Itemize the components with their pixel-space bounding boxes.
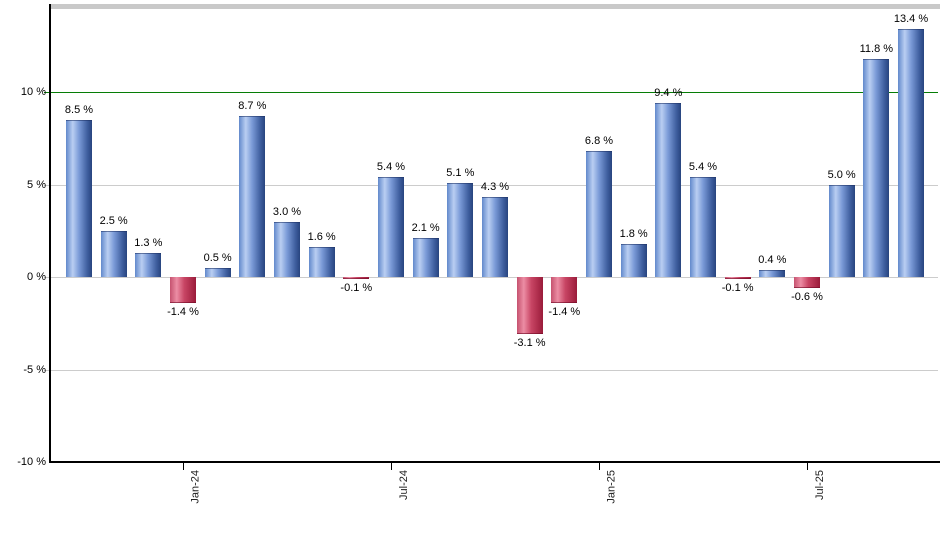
bar-value-label: 8.7 %: [238, 100, 267, 113]
bar-value-label: 1.3 %: [134, 236, 163, 249]
bar-negative[interactable]: [551, 277, 578, 303]
bar-value-label: 5.4 %: [688, 161, 718, 174]
x-axis-line: [49, 461, 940, 463]
bar-value-label: 6.8 %: [584, 135, 614, 148]
bar-value-label: 8.5 %: [64, 103, 94, 116]
chart-top-border: [49, 4, 940, 9]
y-axis-tick-label: 10 %: [20, 86, 46, 98]
bar-positive[interactable]: [412, 238, 439, 277]
bar-value-label: 5.4 %: [376, 161, 406, 174]
bar-value-label: -0.6 %: [791, 291, 823, 304]
bar-positive[interactable]: [828, 184, 855, 277]
x-axis-tick: [391, 463, 392, 470]
bar-positive[interactable]: [863, 58, 890, 277]
bar-negative[interactable]: [170, 277, 196, 303]
bar-positive[interactable]: [274, 221, 300, 277]
x-axis-tick-label: Jan-25: [605, 470, 618, 504]
bar-positive[interactable]: [898, 29, 924, 277]
x-axis-tick: [183, 463, 184, 470]
bar-negative[interactable]: [516, 277, 543, 335]
bar-negative[interactable]: [343, 277, 370, 279]
reference-line: [44, 91, 938, 93]
y-axis-tick-label: 5 %: [27, 178, 46, 191]
bar-positive[interactable]: [620, 243, 647, 277]
bar-value-label: 3.0 %: [272, 205, 302, 218]
bar-positive[interactable]: [690, 177, 716, 277]
bar-negative[interactable]: [724, 277, 751, 279]
y-axis-tick-label: -5 %: [23, 363, 46, 376]
bar-positive[interactable]: [447, 182, 474, 277]
bar-value-label: 11.8 %: [859, 42, 894, 55]
bar-value-label: 2.1 %: [411, 222, 440, 235]
bar-value-label: 2.5 %: [99, 214, 128, 227]
x-axis-tick-label: Jul-24: [397, 470, 410, 500]
bar-positive[interactable]: [482, 197, 508, 277]
bar-value-label: 1.6 %: [307, 231, 336, 244]
bar-value-label: -0.1 %: [340, 281, 373, 294]
bar-value-label: -3.1 %: [513, 337, 546, 350]
bar-value-label: 4.3 %: [480, 181, 510, 194]
bar-value-label: -1.4 %: [167, 305, 199, 318]
bar-positive[interactable]: [378, 177, 404, 277]
bar-positive[interactable]: [655, 103, 682, 277]
x-axis-tick: [599, 463, 600, 470]
y-axis-tick-label: 0 %: [27, 271, 46, 283]
y-axis-line: [49, 4, 51, 463]
bar-value-label: -1.4 %: [548, 305, 581, 318]
bar-positive[interactable]: [100, 230, 127, 277]
bar-value-label: 9.4 %: [654, 87, 683, 100]
y-axis-tick-label: -10 %: [17, 456, 46, 468]
x-axis-tick-label: Jul-25: [813, 470, 826, 500]
bar-positive[interactable]: [204, 267, 231, 277]
x-axis-tick-label: Jan-24: [189, 470, 202, 504]
gridline: [44, 277, 938, 278]
x-axis-tick: [807, 463, 808, 470]
bar-positive[interactable]: [759, 269, 786, 277]
bar-value-label: 1.8 %: [619, 227, 648, 240]
gridline: [44, 184, 938, 186]
bar-positive[interactable]: [586, 151, 612, 277]
gridline: [44, 369, 938, 371]
bar-positive[interactable]: [308, 247, 335, 277]
bar-value-label: 0.4 %: [758, 253, 787, 266]
bar-value-label: 5.0 %: [827, 168, 856, 181]
bar-value-label: -0.1 %: [721, 281, 754, 294]
bar-value-label: 13.4 %: [893, 13, 929, 26]
bar-negative[interactable]: [794, 277, 820, 289]
bar-value-label: 0.5 %: [203, 251, 232, 264]
bar-positive[interactable]: [239, 116, 266, 277]
bar-value-label: 5.1 %: [446, 166, 475, 179]
bar-positive[interactable]: [66, 119, 92, 277]
bar-positive[interactable]: [135, 252, 162, 277]
